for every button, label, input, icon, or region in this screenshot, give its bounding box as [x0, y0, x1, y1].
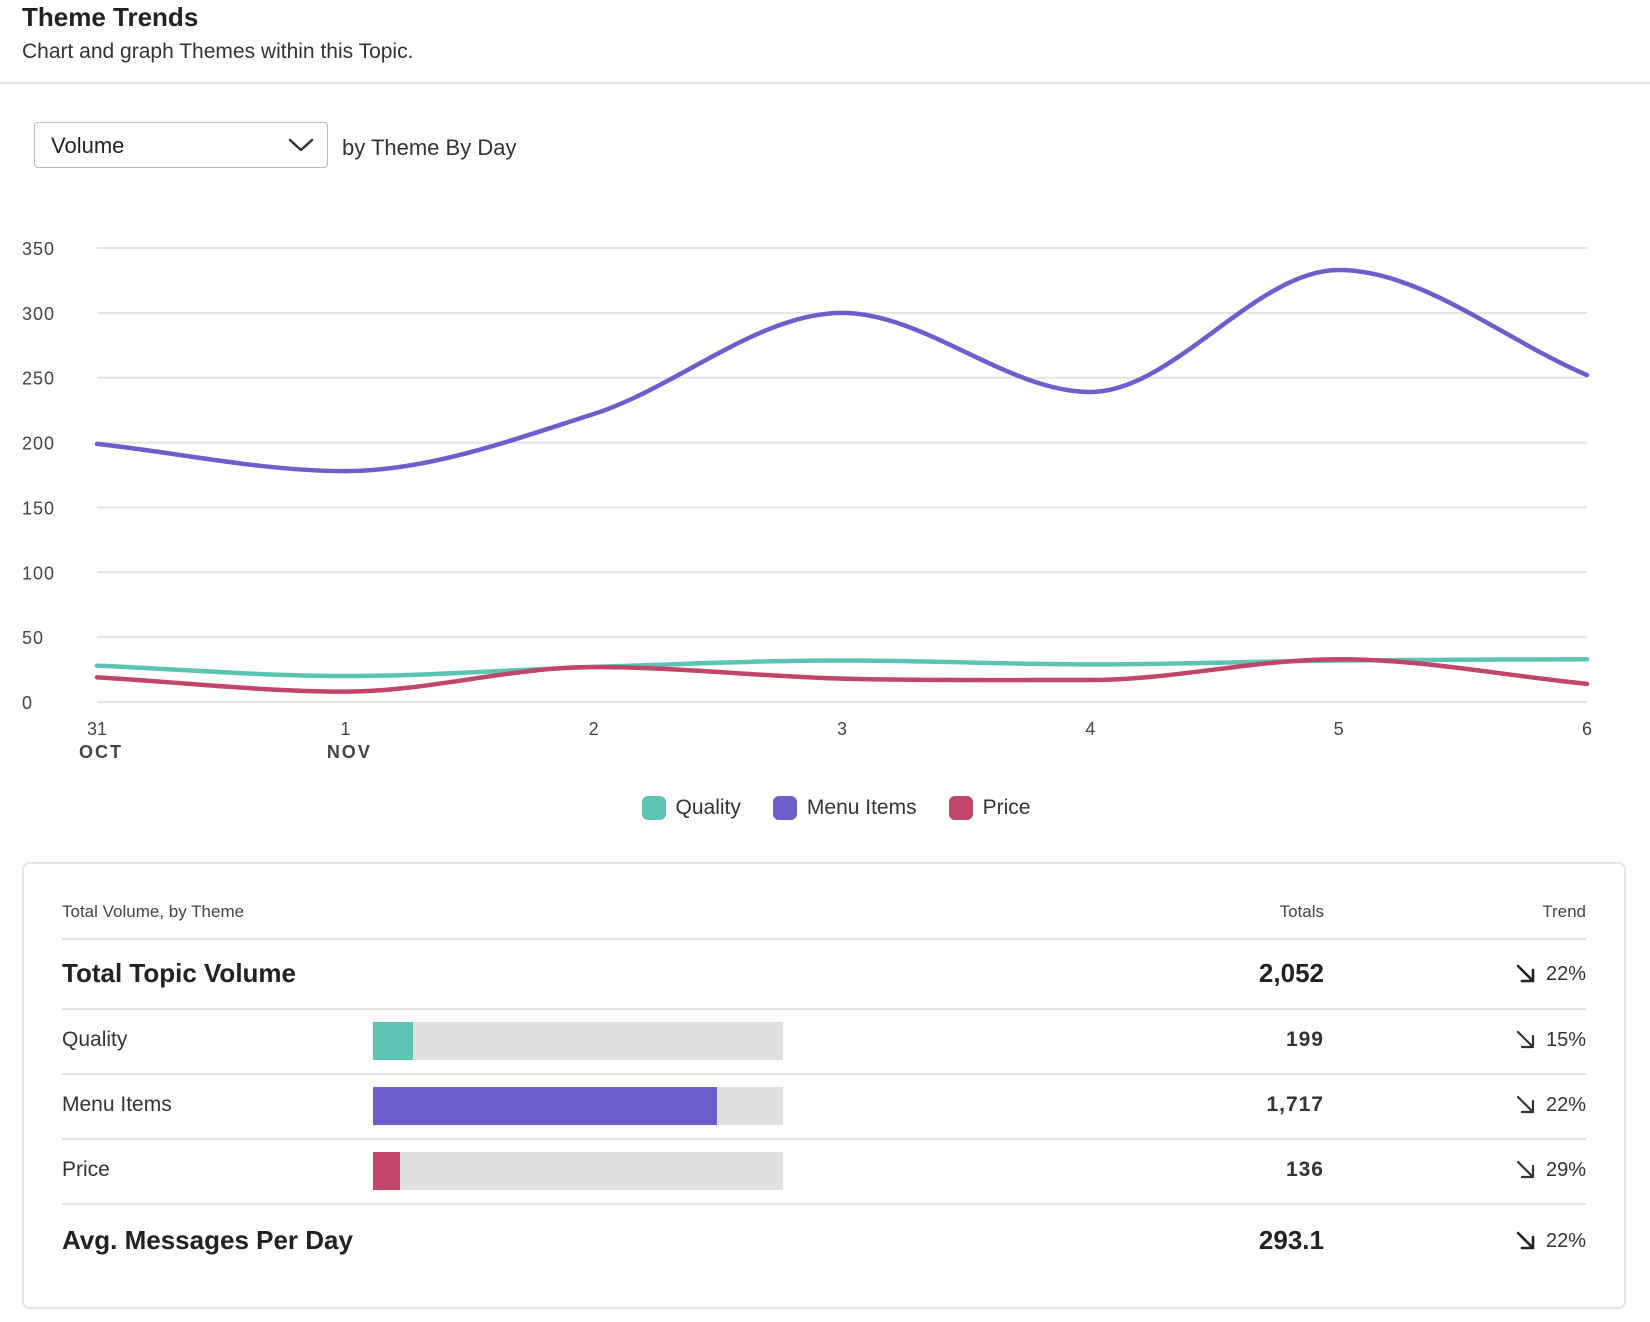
trend-value: 22% [1545, 962, 1586, 985]
total-topic-volume-value: 2,052 [1258, 958, 1324, 988]
table-header-label: Total Volume, by Theme [62, 902, 245, 921]
volume-bar-fill [373, 1022, 414, 1060]
theme-trends-chart: 0 50 100 150 200 250 300 350 31 OCT 1 NOV 2 3 4 5 6 [22, 239, 1592, 760]
legend-swatch-quality [641, 796, 666, 820]
x-tick-label: 2 [589, 719, 599, 739]
chevron-down-icon [288, 138, 314, 152]
x-tick-label: 3 [837, 719, 847, 739]
total-topic-volume-trend: 22% [1514, 962, 1586, 986]
legend-item-quality[interactable]: Quality [641, 790, 741, 826]
theme-total: 199 [1285, 1028, 1324, 1051]
page-subtitle: Chart and graph Themes within this Topic… [22, 40, 414, 63]
y-tick-label: 150 [22, 498, 55, 518]
volume-summary-card: Total Volume, by Theme Totals Trend Tota… [22, 862, 1626, 1309]
legend-label: Price [982, 796, 1031, 819]
legend-label: Quality [675, 796, 741, 819]
y-tick-label: 0 [22, 693, 33, 713]
y-tick-label: 100 [22, 563, 55, 583]
avg-messages-value: 293.1 [1258, 1225, 1324, 1255]
arrow-down-right-icon [1516, 1160, 1535, 1179]
y-tick-label: 350 [22, 239, 55, 259]
x-tick-month-label: NOV [327, 742, 372, 760]
theme-label: Menu Items [62, 1093, 172, 1116]
arrow-down-right-icon [1516, 1231, 1535, 1250]
trend-value: 29% [1545, 1158, 1586, 1181]
theme-trend: 15% [1514, 1028, 1586, 1052]
volume-bar-fill [373, 1152, 401, 1190]
trend-value: 22% [1545, 1229, 1586, 1252]
table-header-trend: Trend [1542, 902, 1586, 921]
arrow-down-right-icon [1516, 964, 1535, 983]
series-line-price [94, 656, 1590, 694]
x-tick-label: 6 [1582, 719, 1592, 739]
x-tick-label: 31 [87, 719, 107, 739]
x-tick-label: 5 [1334, 719, 1344, 739]
chart-legend: Quality Menu Items Price [0, 790, 1650, 826]
trend-value: 22% [1545, 1093, 1586, 1116]
volume-bar-track [373, 1022, 783, 1060]
theme-total: 1,717 [1266, 1093, 1324, 1116]
theme-label: Quality [62, 1028, 128, 1051]
avg-messages-trend: 22% [1514, 1229, 1586, 1253]
series-line-menu-items [94, 267, 1590, 474]
table-header-row: Total Volume, by Theme Totals Trend [62, 896, 1586, 940]
metric-select[interactable]: Volume [34, 122, 328, 168]
legend-swatch-menu-items [772, 796, 797, 820]
total-topic-volume-row: Total Topic Volume 2,052 22% [62, 940, 1586, 1010]
grouping-label: by Theme By Day [342, 135, 517, 160]
legend-item-menu-items[interactable]: Menu Items [772, 790, 917, 826]
theme-trend: 22% [1514, 1093, 1586, 1117]
y-tick-label: 50 [22, 628, 44, 648]
theme-label: Price [62, 1158, 110, 1181]
y-tick-label: 300 [22, 304, 55, 324]
total-topic-volume-label: Total Topic Volume [62, 958, 296, 988]
table-row-menu-items: Menu Items 1,717 22% [62, 1075, 1586, 1140]
volume-bar-fill [373, 1087, 718, 1125]
metric-select-value: Volume [51, 133, 125, 158]
y-tick-label: 200 [22, 434, 55, 454]
x-tick-label: 1 [340, 719, 350, 739]
page-header: Theme Trends Chart and graph Themes with… [0, 0, 1650, 84]
table-row-quality: Quality 199 15% [62, 1010, 1586, 1075]
table-row-price: Price 136 29% [62, 1140, 1586, 1205]
trend-value: 15% [1545, 1028, 1586, 1051]
x-tick-label: 4 [1085, 719, 1095, 739]
table-header-totals: Totals [1279, 902, 1324, 921]
arrow-down-right-icon [1516, 1030, 1535, 1049]
avg-messages-label: Avg. Messages Per Day [62, 1225, 353, 1255]
theme-trend: 29% [1514, 1158, 1586, 1182]
volume-bar-track [373, 1087, 783, 1125]
legend-item-price[interactable]: Price [948, 790, 1031, 826]
legend-label: Menu Items [806, 796, 917, 819]
x-tick-month-label: OCT [79, 742, 123, 760]
volume-bar-track [373, 1152, 783, 1190]
page-title: Theme Trends [22, 2, 199, 32]
theme-total: 136 [1285, 1158, 1324, 1181]
legend-swatch-price [948, 796, 973, 820]
y-tick-label: 250 [22, 369, 55, 389]
arrow-down-right-icon [1516, 1095, 1535, 1114]
avg-messages-row: Avg. Messages Per Day 293.1 22% [62, 1205, 1586, 1275]
